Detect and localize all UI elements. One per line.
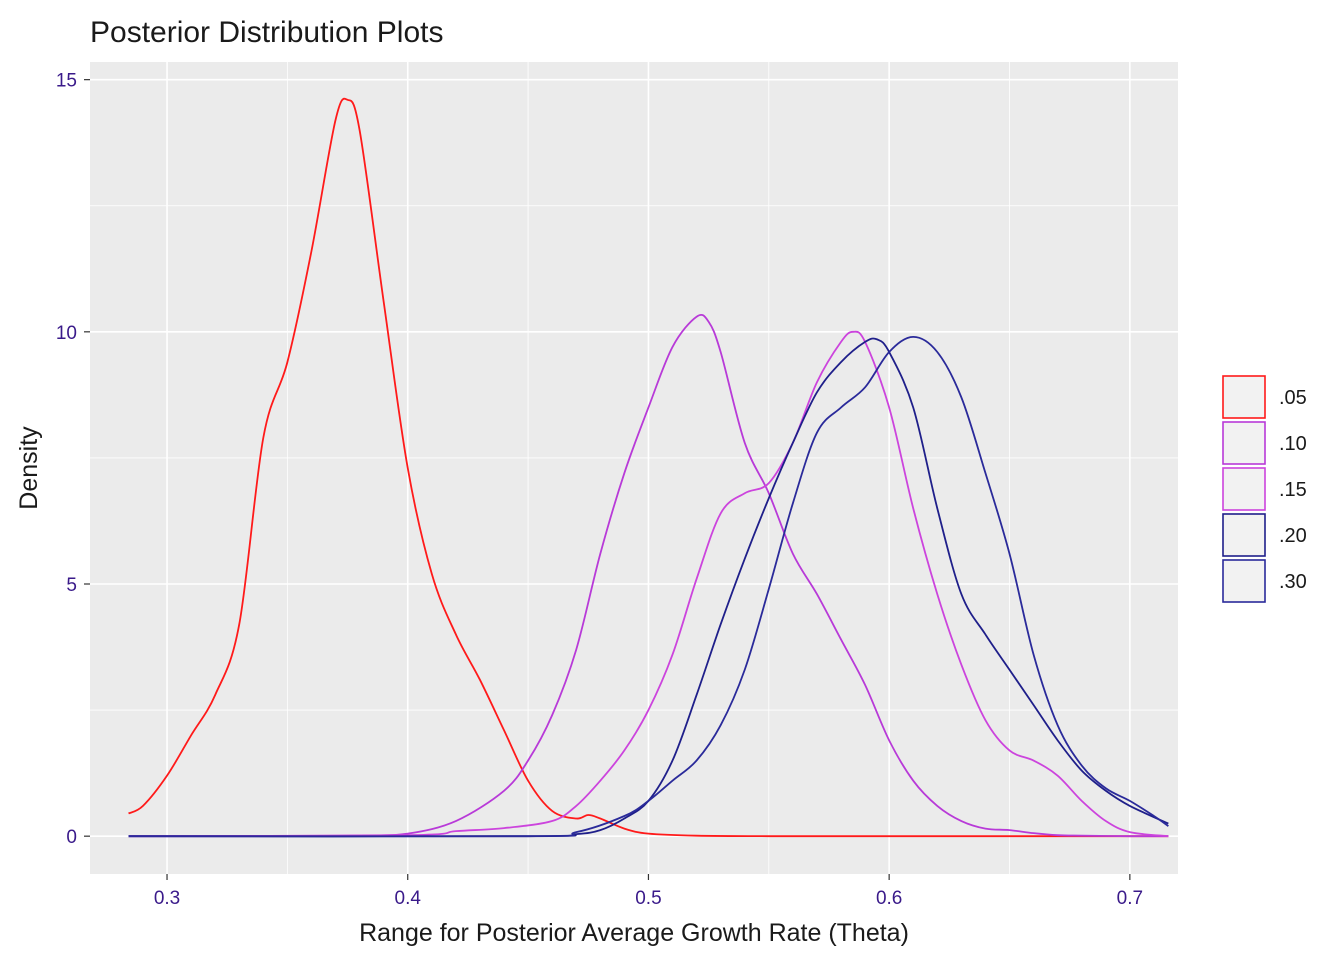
legend-key-3	[1222, 467, 1266, 511]
density-line-series-3	[128, 330, 1169, 838]
legend-key-5	[1222, 559, 1266, 603]
y-tick-label: 10	[56, 323, 77, 344]
x-tick-label: 0.7	[1117, 888, 1143, 909]
x-tick-label: 0.5	[635, 888, 661, 909]
legend-label-3: .15	[1279, 479, 1307, 501]
x-tick-label: 0.4	[395, 888, 422, 909]
legend-key-4	[1222, 513, 1266, 557]
y-axis: 0 5 10 15	[56, 71, 90, 848]
density-line-series-2	[128, 313, 1169, 838]
density-line-series-5	[128, 335, 1169, 838]
x-axis: 0.3 0.4 0.5 0.6 0.7	[154, 874, 1143, 909]
y-tick-label: 15	[56, 71, 77, 92]
x-tick-label: 0.3	[154, 888, 180, 909]
x-axis-title: Range for Posterior Average Growth Rate …	[359, 919, 909, 947]
legend-label-2: .10	[1279, 433, 1307, 455]
legend-key-2	[1222, 421, 1266, 465]
legend-label-5: .30	[1279, 571, 1307, 593]
legend-key-1	[1222, 375, 1266, 419]
x-tick-label: 0.6	[876, 888, 902, 909]
y-axis-title: Density	[15, 426, 43, 510]
y-tick-label: 5	[66, 575, 77, 596]
legend-label-4: .20	[1279, 525, 1307, 547]
y-tick-label: 0	[66, 827, 77, 848]
chart-title: Posterior Distribution Plots	[90, 16, 443, 49]
legend-label-1: .05	[1279, 387, 1307, 409]
density-lines	[128, 97, 1169, 838]
density-line-series-1	[128, 97, 1169, 838]
minor-gridlines	[90, 62, 1178, 874]
density-line-series-4	[128, 337, 1169, 838]
plot-panel	[90, 62, 1178, 874]
legend: .05 .10 .15 .20 .30	[1222, 375, 1307, 603]
